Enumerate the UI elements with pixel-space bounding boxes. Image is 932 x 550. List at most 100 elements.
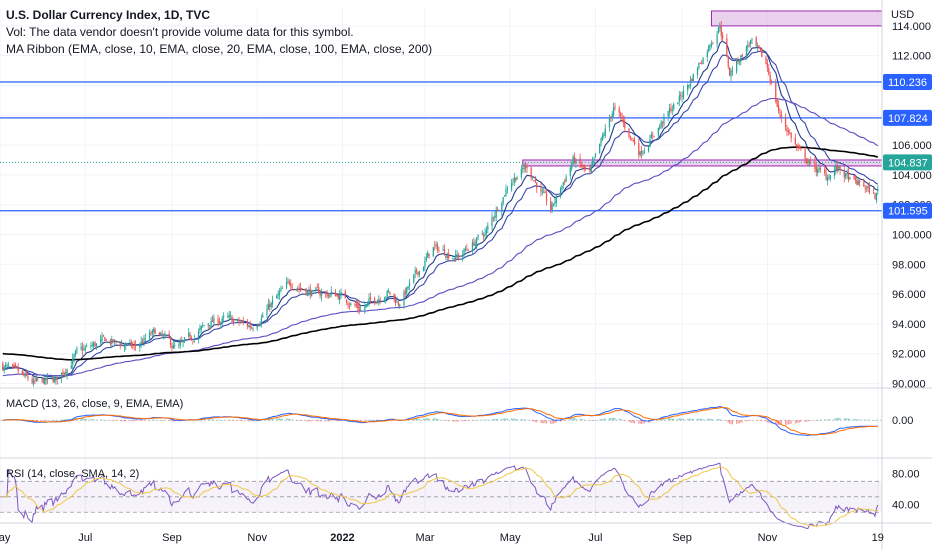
price-tag — [883, 154, 932, 171]
time-tick-label: Nov — [758, 532, 778, 544]
ma-ribbon-label[interactable]: MA Ribbon (EMA, close, 10, EMA, close, 2… — [6, 42, 432, 56]
candle-body — [93, 342, 95, 347]
macd-histogram-bar — [427, 418, 429, 421]
candle-body — [808, 160, 810, 164]
macd-histogram-bar — [534, 420, 536, 423]
zone-rect — [710, 10, 883, 27]
candle-body — [386, 290, 388, 297]
macd-histogram-bar — [573, 418, 575, 421]
candle-body — [277, 293, 279, 296]
time-tick-label: May — [500, 532, 521, 544]
candle-body — [213, 317, 215, 323]
candle-body — [248, 325, 250, 327]
macd-histogram-bar — [825, 419, 827, 421]
candle-body — [354, 303, 356, 306]
macd-label[interactable]: MACD (13, 26, close, 9, EMA, EMA) — [6, 398, 183, 410]
candle-body — [516, 178, 518, 180]
candle-body — [329, 293, 331, 298]
candle-body — [845, 173, 847, 177]
macd-histogram-bar — [288, 418, 290, 421]
candle-body — [452, 258, 454, 260]
candle-body — [434, 245, 436, 247]
candle-body — [445, 255, 447, 258]
macd-histogram-bar — [144, 420, 146, 421]
macd-histogram-bar — [170, 420, 172, 421]
candle-body — [383, 298, 386, 303]
candle-body — [524, 165, 527, 169]
macd-histogram-bar — [17, 420, 19, 421]
candle-body — [856, 179, 858, 185]
macd-histogram-bar — [305, 420, 307, 422]
macd-histogram-bar — [311, 420, 313, 422]
candle-body — [786, 127, 788, 132]
candle-body — [863, 182, 865, 187]
candle-body — [541, 191, 543, 193]
macd-histogram-bar — [875, 420, 877, 421]
macd-histogram-bar — [846, 418, 848, 421]
macd-histogram-bar — [652, 420, 654, 421]
macd-histogram-bar — [709, 418, 711, 421]
price-tag — [883, 202, 932, 219]
candle-body — [424, 260, 426, 267]
macd-histogram-bar — [594, 419, 596, 421]
macd-histogram-bar — [786, 420, 788, 425]
candle-body — [288, 281, 290, 284]
candle-body — [790, 132, 792, 139]
macd-histogram-bar — [295, 420, 297, 421]
macd-histogram-bar — [91, 419, 93, 421]
candle-body — [829, 175, 831, 179]
candle-body — [544, 191, 546, 194]
candle-body — [709, 45, 711, 47]
macd-histogram-bar — [93, 419, 95, 421]
candle-body — [849, 177, 851, 180]
candle-body — [262, 315, 264, 318]
macd-histogram-bar — [230, 419, 232, 421]
macd-histogram-bar — [688, 418, 690, 421]
candle-body — [859, 180, 861, 183]
rsi-label[interactable]: RSI (14, close, SMA, 14, 2) — [6, 468, 139, 480]
macd-histogram-bar — [642, 420, 644, 424]
candle-body — [385, 297, 387, 299]
candle-body — [550, 200, 552, 211]
macd-histogram-bar — [237, 420, 239, 421]
macd-histogram-bar — [434, 418, 436, 421]
macd-histogram-bar — [105, 420, 107, 421]
candle-body — [673, 104, 675, 110]
macd-histogram-bar — [491, 419, 493, 421]
macd-histogram-bar — [466, 420, 468, 421]
macd-histogram-bar — [249, 420, 251, 422]
macd-histogram-bar — [368, 419, 370, 421]
macd-histogram-bar — [747, 420, 749, 422]
price-tick-label: 100.000 — [892, 229, 932, 241]
macd-histogram-bar — [677, 418, 679, 421]
candle-body — [770, 82, 773, 84]
candle-body — [798, 146, 801, 149]
candle-body — [334, 291, 337, 297]
macd-histogram-bar — [318, 420, 320, 422]
candle-body — [344, 291, 346, 299]
macd-histogram-bar — [738, 420, 740, 424]
candle-body — [865, 187, 868, 189]
macd-histogram-bar — [599, 419, 601, 421]
macd-histogram-bar — [530, 420, 532, 421]
candle-body — [730, 70, 732, 77]
candle-body — [580, 164, 583, 167]
candle-body — [209, 325, 211, 326]
candle-body — [230, 315, 232, 317]
macd-histogram-bar — [158, 419, 160, 421]
candle-body — [784, 118, 787, 127]
macd-histogram-bar — [660, 419, 662, 421]
zones — [522, 10, 883, 167]
price-tag-label: 101.595 — [888, 206, 928, 218]
candle-body — [74, 350, 77, 356]
macd-histogram-bar — [624, 420, 626, 422]
candle-body — [125, 344, 127, 346]
candle-body — [227, 316, 229, 318]
macd-histogram-bar — [348, 420, 350, 422]
macd-histogram-bar — [291, 419, 293, 421]
candle-body — [731, 70, 734, 72]
macd-histogram-bar — [252, 420, 254, 422]
macd-histogram-bar — [287, 418, 289, 421]
macd-histogram-bar — [847, 418, 849, 421]
candle-body — [418, 271, 420, 276]
